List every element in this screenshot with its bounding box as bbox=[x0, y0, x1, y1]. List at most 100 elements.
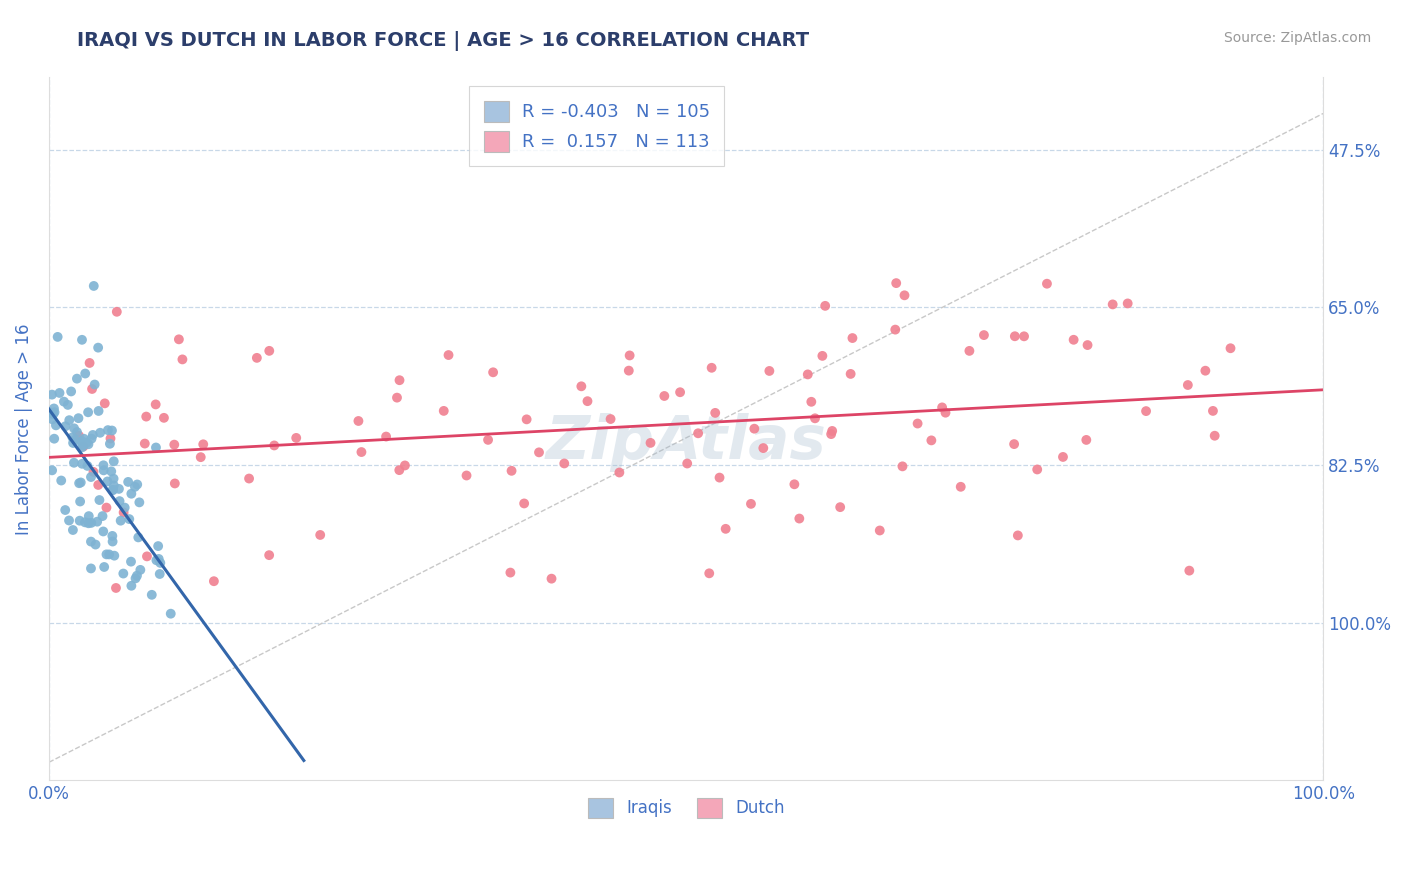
Point bbox=[830, 500, 852, 515]
Point bbox=[70, 333, 93, 347]
Point bbox=[83, 279, 105, 293]
Point bbox=[617, 364, 640, 378]
Point bbox=[246, 351, 269, 365]
Point bbox=[89, 493, 111, 508]
Point bbox=[347, 414, 370, 428]
Point bbox=[77, 516, 100, 531]
Point bbox=[821, 424, 844, 438]
Point bbox=[869, 524, 891, 538]
Point bbox=[52, 394, 75, 409]
Point bbox=[120, 487, 142, 501]
Point bbox=[104, 581, 127, 595]
Point bbox=[83, 377, 105, 392]
Point bbox=[1177, 378, 1199, 392]
Point bbox=[80, 561, 103, 575]
Point bbox=[135, 409, 157, 424]
Point bbox=[1076, 433, 1098, 447]
Point bbox=[676, 457, 699, 471]
Point bbox=[79, 356, 101, 370]
Point bbox=[94, 396, 117, 410]
Point bbox=[60, 384, 83, 399]
Point bbox=[76, 458, 98, 473]
Point bbox=[820, 427, 842, 442]
Point bbox=[72, 439, 94, 453]
Point bbox=[70, 457, 93, 471]
Point bbox=[103, 472, 125, 486]
Point bbox=[841, 331, 863, 345]
Point bbox=[108, 494, 131, 508]
Point bbox=[516, 412, 538, 426]
Point bbox=[1036, 277, 1059, 291]
Point bbox=[58, 513, 80, 527]
Point bbox=[190, 450, 212, 465]
Point bbox=[540, 572, 562, 586]
Point bbox=[891, 459, 914, 474]
Point bbox=[136, 549, 159, 564]
Point bbox=[569, 379, 592, 393]
Point bbox=[96, 475, 118, 489]
Point bbox=[65, 433, 87, 447]
Point bbox=[1204, 428, 1226, 442]
Point bbox=[700, 360, 723, 375]
Point bbox=[70, 440, 93, 454]
Point bbox=[744, 422, 766, 436]
Point bbox=[128, 495, 150, 509]
Point bbox=[58, 413, 80, 427]
Point bbox=[120, 555, 142, 569]
Point bbox=[125, 568, 148, 582]
Point bbox=[456, 468, 478, 483]
Point bbox=[93, 458, 115, 473]
Point bbox=[75, 367, 97, 381]
Point bbox=[973, 328, 995, 343]
Point bbox=[482, 365, 505, 379]
Point bbox=[159, 607, 181, 621]
Point bbox=[553, 457, 575, 471]
Point bbox=[82, 465, 104, 479]
Point bbox=[62, 430, 84, 444]
Point bbox=[93, 463, 115, 477]
Point bbox=[42, 407, 65, 421]
Point bbox=[127, 477, 149, 491]
Point bbox=[163, 476, 186, 491]
Point bbox=[789, 511, 811, 525]
Point bbox=[67, 411, 90, 425]
Point bbox=[42, 401, 65, 416]
Point bbox=[48, 386, 70, 401]
Text: ZipAtlas: ZipAtlas bbox=[546, 413, 827, 473]
Point bbox=[73, 432, 96, 446]
Point bbox=[513, 496, 536, 510]
Point bbox=[76, 435, 98, 450]
Point bbox=[84, 537, 107, 551]
Point bbox=[63, 456, 86, 470]
Point bbox=[884, 323, 907, 337]
Point bbox=[652, 389, 675, 403]
Point bbox=[800, 394, 823, 409]
Point bbox=[87, 341, 110, 355]
Point bbox=[477, 433, 499, 447]
Point bbox=[350, 445, 373, 459]
Point bbox=[1219, 341, 1241, 355]
Point bbox=[80, 534, 103, 549]
Point bbox=[96, 500, 118, 515]
Point bbox=[669, 385, 692, 400]
Point bbox=[1004, 329, 1026, 343]
Point bbox=[134, 436, 156, 450]
Point bbox=[105, 305, 128, 319]
Point bbox=[149, 566, 172, 581]
Point bbox=[51, 474, 73, 488]
Point bbox=[89, 425, 111, 440]
Point bbox=[1002, 437, 1025, 451]
Point bbox=[1007, 528, 1029, 542]
Point bbox=[91, 509, 114, 524]
Point bbox=[77, 509, 100, 524]
Point bbox=[45, 418, 67, 433]
Point bbox=[96, 548, 118, 562]
Point bbox=[437, 348, 460, 362]
Point bbox=[949, 480, 972, 494]
Point bbox=[704, 406, 727, 420]
Point bbox=[934, 406, 956, 420]
Point bbox=[55, 419, 77, 434]
Point bbox=[63, 421, 86, 435]
Point bbox=[145, 441, 167, 455]
Point bbox=[172, 352, 194, 367]
